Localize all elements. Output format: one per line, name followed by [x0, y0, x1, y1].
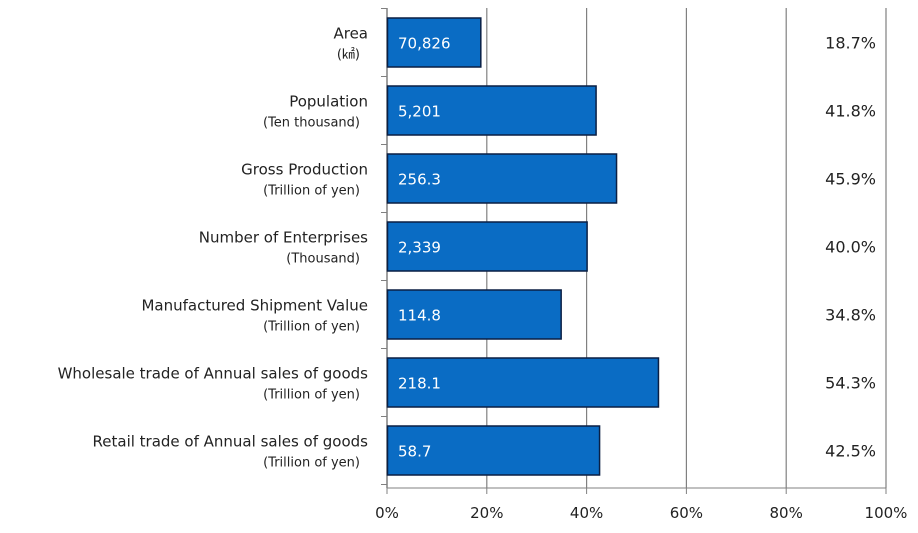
- category-label: Manufactured Shipment Value: [141, 297, 368, 315]
- category-unit-label: (Thousand): [286, 252, 360, 267]
- share-value-label: 45.9%: [825, 170, 876, 189]
- category-unit-label: (Trillion of yen): [263, 320, 360, 335]
- share-value-label: 41.8%: [825, 102, 876, 121]
- category-label: Retail trade of Annual sales of goods: [93, 433, 369, 451]
- bar-value-label: 256.3: [398, 171, 441, 189]
- bar-value-label: 5,201: [398, 103, 441, 121]
- x-tick-label: 40%: [570, 504, 603, 522]
- bar: [386, 153, 618, 204]
- x-tick-label: 60%: [670, 504, 703, 522]
- share-labels: 18.7% 41.8% 45.9% 40.0% 34.8% 54.3% 42.5%: [825, 34, 876, 461]
- bar-value-label: 218.1: [398, 375, 441, 393]
- category-unit-label: (Trillion of yen): [263, 388, 360, 403]
- category-unit-label: (Trillion of yen): [263, 184, 360, 199]
- category-label: Population: [289, 93, 368, 111]
- bar-value-label: 114.8: [398, 307, 441, 325]
- category-label: Area: [333, 25, 368, 43]
- bar: [386, 289, 562, 340]
- category-unit-label: (㎢): [337, 48, 360, 63]
- bar-value-label: 2,339: [398, 239, 441, 257]
- x-tick-label: 0%: [375, 504, 399, 522]
- bar: [386, 17, 482, 68]
- x-tick-label: 20%: [470, 504, 503, 522]
- category-label: Wholesale trade of Annual sales of goods: [58, 365, 369, 383]
- category-label: Gross Production: [241, 161, 368, 179]
- category-labels: Area (㎢) Population (Ten thousand) Gross Pro…: [58, 25, 369, 471]
- share-value-label: 42.5%: [825, 442, 876, 461]
- share-value-label: 18.7%: [825, 34, 876, 53]
- bar-value-label: 70,826: [398, 35, 451, 53]
- share-value-label: 54.3%: [825, 374, 876, 393]
- x-axis-ticks: 0% 20% 40% 60% 80% 100%: [375, 8, 908, 522]
- bar: [386, 425, 601, 476]
- bar: [386, 85, 597, 136]
- category-label: Number of Enterprises: [199, 229, 368, 247]
- bars: 70,826 5,201 256.3 2,339 114.8 218.1 58.7: [386, 17, 660, 476]
- share-value-label: 34.8%: [825, 306, 876, 325]
- category-unit-label: (Ten thousand): [263, 116, 360, 131]
- x-tick-label: 80%: [770, 504, 803, 522]
- x-tick-label: 100%: [865, 504, 908, 522]
- bar: [386, 357, 660, 408]
- bar-value-label: 58.7: [398, 443, 431, 461]
- category-unit-label: (Trillion of yen): [263, 456, 360, 471]
- share-value-label: 40.0%: [825, 238, 876, 257]
- bar: [386, 221, 588, 272]
